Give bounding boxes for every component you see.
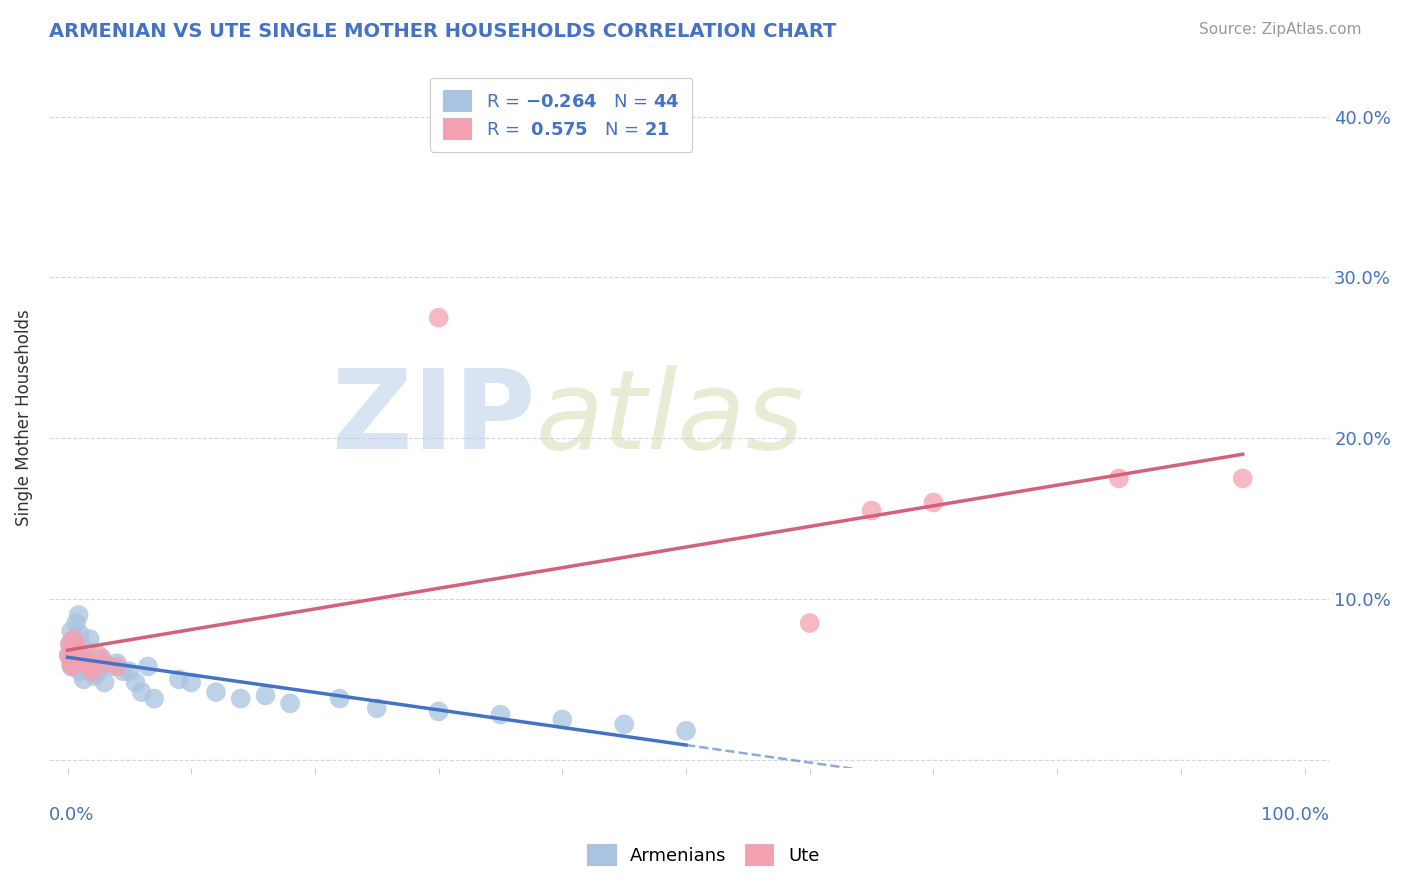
- Point: [72, 648, 94, 663]
- Point: [427, 705, 450, 719]
- Point: [82, 657, 104, 671]
- Point: [62, 632, 84, 647]
- Point: [62, 643, 84, 657]
- Legend: R = $\mathbf{-0.264}$   N = $\mathbf{44}$, R = $\mathbf{\ 0.575}$   N = $\mathbf: R = $\mathbf{-0.264}$ N = $\mathbf{44}$,…: [430, 78, 692, 152]
- Point: [75, 643, 97, 657]
- Point: [59, 637, 82, 651]
- Text: atlas: atlas: [536, 365, 804, 472]
- Text: ARMENIAN VS UTE SINGLE MOTHER HOUSEHOLDS CORRELATION CHART: ARMENIAN VS UTE SINGLE MOTHER HOUSEHOLDS…: [49, 22, 837, 41]
- Point: [922, 495, 945, 509]
- Point: [143, 691, 166, 706]
- Text: 100.0%: 100.0%: [1261, 806, 1329, 824]
- Point: [93, 675, 115, 690]
- Point: [75, 657, 97, 671]
- Point: [60, 657, 83, 671]
- Point: [112, 665, 135, 679]
- Point: [205, 685, 228, 699]
- Point: [72, 653, 94, 667]
- Text: ZIP: ZIP: [332, 365, 536, 472]
- Point: [1232, 471, 1254, 485]
- Point: [69, 665, 91, 679]
- Point: [329, 691, 352, 706]
- Point: [65, 615, 87, 630]
- Point: [799, 615, 821, 630]
- Point: [105, 657, 128, 671]
- Point: [67, 607, 90, 622]
- Point: [62, 659, 84, 673]
- Point: [60, 624, 83, 638]
- Point: [79, 659, 101, 673]
- Point: [58, 648, 80, 663]
- Point: [105, 659, 128, 673]
- Point: [91, 651, 114, 665]
- Point: [72, 673, 94, 687]
- Point: [76, 659, 98, 673]
- Point: [66, 657, 89, 671]
- Point: [229, 691, 252, 706]
- Text: Source: ZipAtlas.com: Source: ZipAtlas.com: [1198, 22, 1361, 37]
- Text: 0.0%: 0.0%: [49, 806, 94, 824]
- Point: [254, 689, 277, 703]
- Point: [1108, 471, 1130, 485]
- Point: [551, 713, 574, 727]
- Point: [93, 657, 115, 671]
- Point: [167, 673, 190, 687]
- Point: [136, 659, 159, 673]
- Point: [59, 637, 82, 651]
- Point: [131, 685, 153, 699]
- Point: [427, 310, 450, 325]
- Point: [60, 659, 83, 673]
- Point: [58, 648, 80, 663]
- Point: [613, 717, 636, 731]
- Point: [87, 665, 110, 679]
- Point: [366, 701, 388, 715]
- Point: [69, 627, 91, 641]
- Point: [860, 503, 883, 517]
- Point: [100, 659, 122, 673]
- Point: [118, 665, 141, 679]
- Point: [675, 723, 697, 738]
- Point: [79, 632, 101, 647]
- Y-axis label: Single Mother Households: Single Mother Households: [15, 310, 32, 526]
- Point: [69, 648, 91, 663]
- Point: [83, 669, 105, 683]
- Point: [489, 707, 512, 722]
- Point: [124, 675, 146, 690]
- Point: [62, 632, 84, 647]
- Point: [82, 665, 104, 679]
- Point: [62, 653, 84, 667]
- Point: [87, 648, 110, 663]
- Legend: Armenians, Ute: Armenians, Ute: [579, 837, 827, 872]
- Point: [180, 675, 202, 690]
- Point: [63, 643, 86, 657]
- Point: [63, 640, 86, 655]
- Point: [278, 697, 301, 711]
- Point: [66, 640, 89, 655]
